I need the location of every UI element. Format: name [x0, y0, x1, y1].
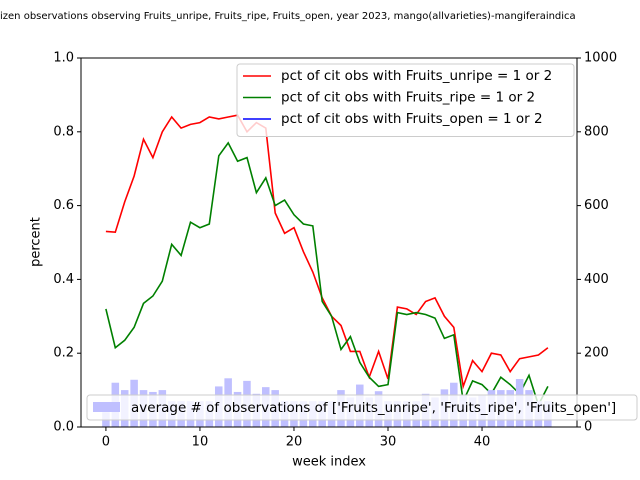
x-tick-label: 30	[380, 435, 397, 450]
line	[105, 141, 549, 407]
y-tick-label: 0.6	[53, 198, 74, 213]
y2-tick-label: 200	[584, 346, 609, 361]
y-axis-label: percent	[29, 217, 44, 267]
y2-tick-label: 400	[584, 272, 609, 287]
y-tick-label: 0.0	[53, 420, 74, 435]
x-tick-label: 0	[102, 435, 110, 450]
legend-box	[86, 394, 638, 421]
x-tick-label: 20	[286, 435, 303, 450]
legend-label: pct of cit obs with Fruits_open = 1 or 2	[281, 111, 543, 127]
x-axis-label: week index	[292, 455, 366, 470]
legend-swatch	[93, 402, 120, 412]
legend-box	[236, 63, 575, 137]
x-tick-label: 40	[474, 435, 491, 450]
y-tick-label: 0.8	[53, 124, 74, 139]
legend-label: average # of observations of ['Fruits_un…	[131, 400, 616, 416]
y2-tick-label: 0	[584, 420, 592, 435]
y-tick-label: 1.0	[53, 51, 74, 66]
y-tick-label: 0.4	[53, 272, 74, 287]
legend-label: pct of cit obs with Fruits_ripe = 1 or 2	[281, 90, 535, 106]
y2-tick-label: 600	[584, 198, 609, 213]
legend-label: pct of cit obs with Fruits_unripe = 1 or…	[281, 68, 552, 84]
y2-tick-label: 800	[584, 124, 609, 139]
legend: pct of cit obs with Fruits_unripe = 1 or…	[236, 63, 575, 137]
y2-tick-label: 1000	[584, 51, 617, 66]
x-tick-label: 10	[192, 435, 209, 450]
plot-frame	[80, 57, 578, 428]
chart-title: izen observations observing Fruits_unrip…	[0, 11, 576, 22]
legend: average # of observations of ['Fruits_un…	[86, 394, 638, 421]
y-tick-label: 0.2	[53, 346, 74, 361]
line	[105, 114, 549, 390]
